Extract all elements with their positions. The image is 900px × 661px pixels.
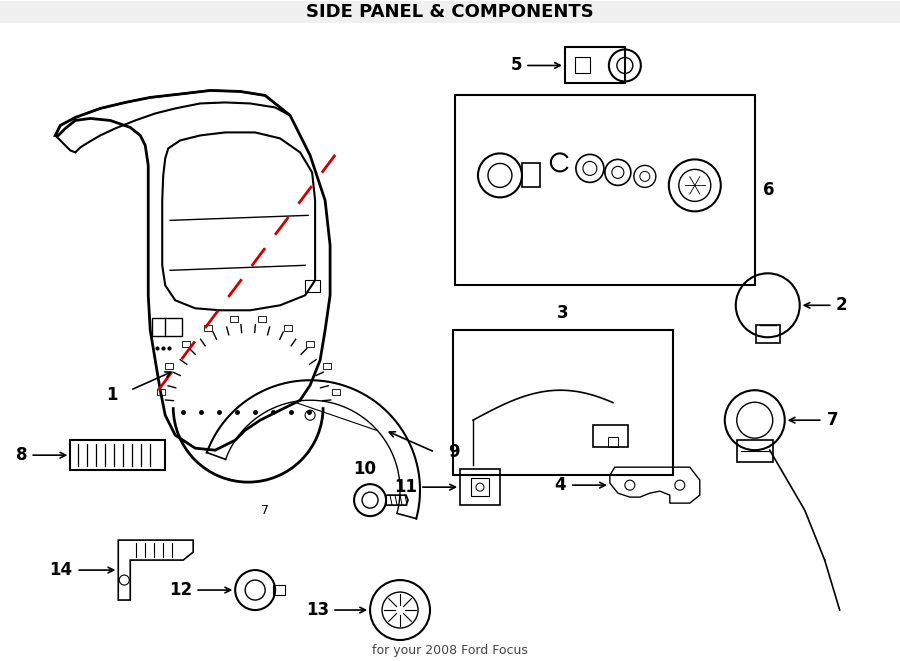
Bar [593, 425, 628, 447]
Bar [70, 440, 166, 470]
Bar [182, 340, 190, 347]
Text: SIDE PANEL & COMPONENTS: SIDE PANEL & COMPONENTS [306, 3, 594, 20]
Bar [204, 325, 212, 330]
Text: 7: 7 [827, 411, 838, 429]
Text: 1: 1 [106, 386, 117, 405]
Bar [756, 325, 779, 343]
Bar [522, 163, 540, 187]
Bar [0, 1, 900, 22]
Text: 9: 9 [448, 443, 460, 461]
Bar [737, 440, 773, 462]
Text: 6: 6 [762, 181, 774, 200]
Bar [460, 469, 500, 505]
Bar [157, 389, 165, 395]
Bar [166, 363, 174, 369]
Bar [306, 340, 314, 347]
Text: 2: 2 [836, 296, 847, 314]
Bar [258, 317, 265, 323]
Text: 8: 8 [16, 446, 27, 464]
Bar [273, 585, 285, 595]
Text: 3: 3 [557, 304, 569, 323]
Bar [332, 389, 339, 395]
Bar [575, 58, 590, 73]
Bar [323, 363, 331, 369]
Text: 11: 11 [394, 478, 417, 496]
Text: 13: 13 [306, 601, 329, 619]
Bar [471, 478, 489, 496]
Bar [453, 330, 673, 475]
Bar [230, 317, 238, 323]
Text: 12: 12 [169, 581, 193, 599]
Text: 4: 4 [554, 476, 566, 494]
Text: 5: 5 [510, 56, 522, 75]
Text: 14: 14 [50, 561, 72, 579]
Text: 7: 7 [261, 504, 269, 517]
Text: for your 2008 Ford Focus: for your 2008 Ford Focus [372, 644, 528, 656]
Bar [455, 95, 755, 286]
Bar [152, 319, 182, 336]
Bar [608, 437, 618, 447]
Text: 10: 10 [354, 460, 376, 478]
Bar [305, 280, 320, 292]
Bar [284, 325, 292, 330]
Bar [565, 48, 625, 83]
